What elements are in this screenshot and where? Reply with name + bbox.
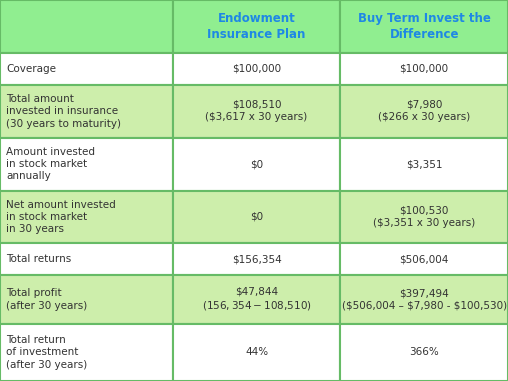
Bar: [0, 190, 173, 243]
Bar: [173, 138, 340, 190]
Text: $0: $0: [250, 159, 263, 169]
Bar: [0, 243, 173, 275]
Text: 366%: 366%: [409, 347, 439, 357]
Text: $7,980
($266 x 30 years): $7,980 ($266 x 30 years): [378, 100, 470, 122]
Bar: [340, 138, 508, 190]
Bar: [0, 324, 173, 381]
Bar: [173, 85, 340, 138]
Bar: [0, 138, 173, 190]
Text: $100,000: $100,000: [232, 64, 281, 74]
Text: Amount invested
in stock market
annually: Amount invested in stock market annually: [6, 147, 95, 181]
Bar: [173, 190, 340, 243]
Bar: [340, 85, 508, 138]
Text: Total amount
invested in insurance
(30 years to maturity): Total amount invested in insurance (30 y…: [6, 94, 121, 128]
Bar: [173, 275, 340, 324]
Text: $100,530
($3,351 x 30 years): $100,530 ($3,351 x 30 years): [373, 206, 475, 228]
Text: Total return
of investment
(after 30 years): Total return of investment (after 30 yea…: [6, 335, 87, 370]
Text: Total returns: Total returns: [6, 254, 71, 264]
Text: Endowment
Insurance Plan: Endowment Insurance Plan: [207, 12, 306, 41]
Bar: [173, 324, 340, 381]
Text: $0: $0: [250, 212, 263, 222]
Text: Coverage: Coverage: [6, 64, 56, 74]
Text: $156,354: $156,354: [232, 254, 281, 264]
Bar: [173, 243, 340, 275]
Bar: [173, 53, 340, 85]
Text: 44%: 44%: [245, 347, 268, 357]
Bar: [173, 0, 340, 53]
Bar: [340, 0, 508, 53]
Bar: [340, 324, 508, 381]
Text: Buy Term Invest the
Difference: Buy Term Invest the Difference: [358, 12, 491, 41]
Bar: [0, 85, 173, 138]
Bar: [340, 190, 508, 243]
Text: $108,510
($3,617 x 30 years): $108,510 ($3,617 x 30 years): [205, 100, 308, 122]
Text: $3,351: $3,351: [406, 159, 442, 169]
Text: $100,000: $100,000: [400, 64, 449, 74]
Bar: [0, 0, 173, 53]
Bar: [340, 275, 508, 324]
Bar: [340, 53, 508, 85]
Text: $47,844
($156,354 - $108,510): $47,844 ($156,354 - $108,510): [202, 287, 311, 312]
Bar: [340, 243, 508, 275]
Bar: [0, 53, 173, 85]
Text: $506,004: $506,004: [399, 254, 449, 264]
Text: $397,494
($506,004 – $7,980 - $100,530): $397,494 ($506,004 – $7,980 - $100,530): [341, 288, 507, 311]
Bar: [0, 275, 173, 324]
Text: Net amount invested
in stock market
in 30 years: Net amount invested in stock market in 3…: [6, 200, 116, 234]
Text: Total profit
(after 30 years): Total profit (after 30 years): [6, 288, 87, 311]
